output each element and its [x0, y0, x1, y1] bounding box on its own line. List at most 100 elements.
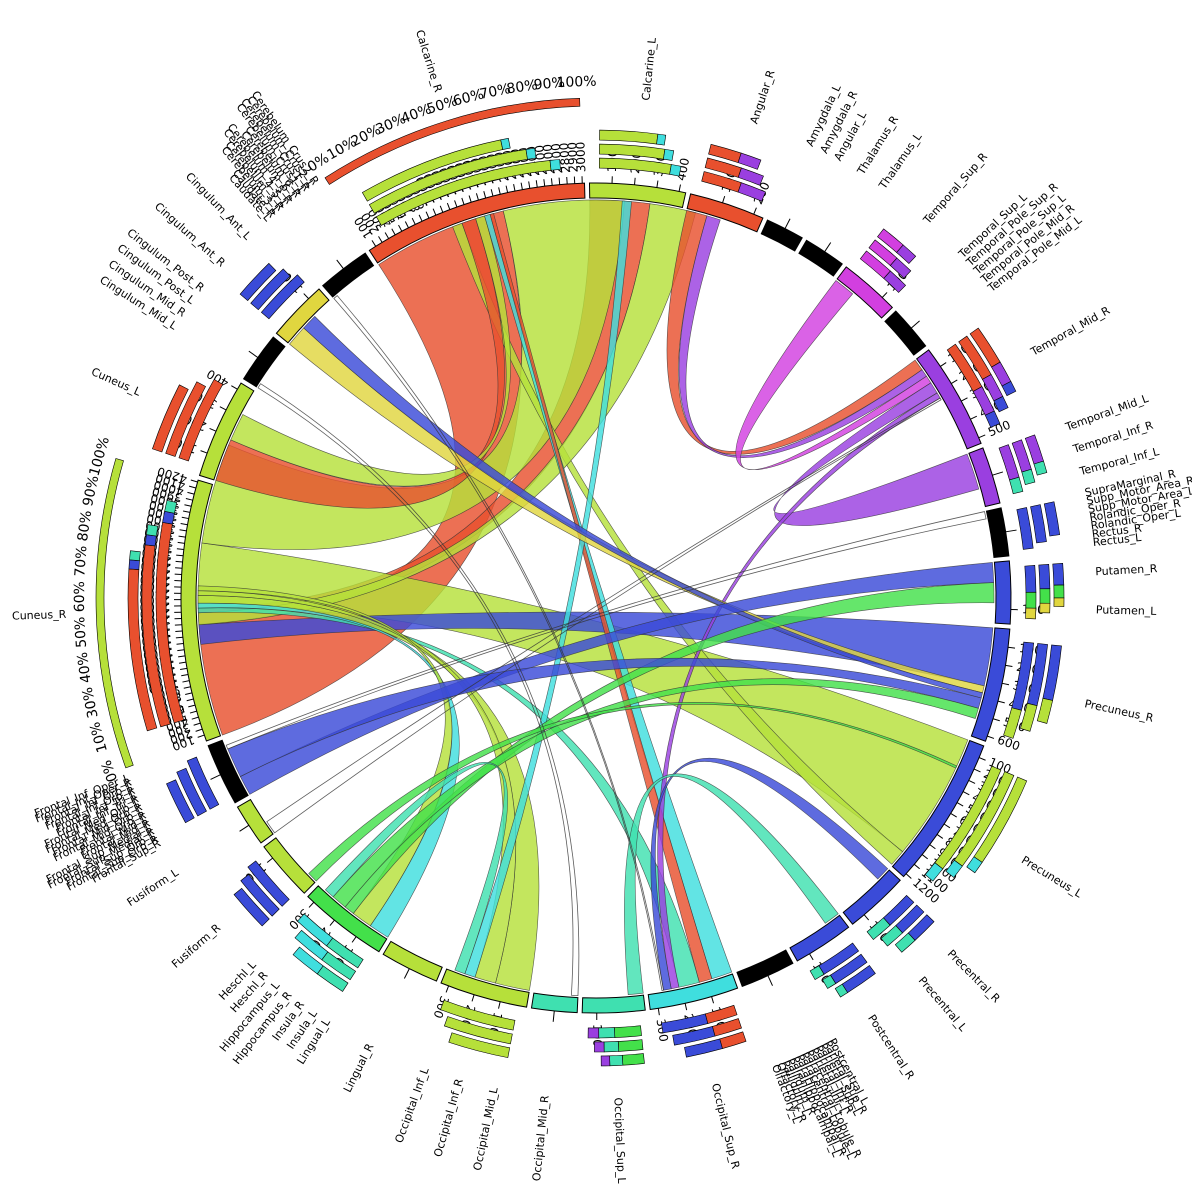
composition-bar	[1052, 562, 1065, 586]
region-tick	[403, 968, 410, 979]
composition-bar	[598, 1027, 616, 1039]
region-tick	[181, 674, 189, 677]
percent-label: 60%	[451, 86, 485, 109]
region-arc	[263, 837, 316, 894]
region-label: Calcarine_L	[639, 36, 658, 101]
region-tick	[656, 180, 659, 188]
region-tick	[175, 630, 183, 633]
chord-link	[257, 383, 580, 997]
region-tick	[992, 471, 1004, 476]
composition-bar	[186, 756, 220, 810]
region-tick	[711, 996, 715, 1004]
region-arc	[307, 885, 388, 953]
composition-bar	[883, 270, 907, 293]
percent-label: 40%	[75, 651, 95, 684]
region-arc	[686, 193, 764, 233]
composition-bar	[152, 384, 189, 453]
chord-link	[266, 397, 942, 834]
composition-bar	[1009, 476, 1024, 495]
composition-bar	[128, 559, 140, 570]
region-arc	[836, 266, 894, 319]
region-tick	[543, 179, 546, 187]
region-tick	[962, 791, 970, 796]
region-tick	[978, 434, 986, 439]
region-tick	[378, 236, 383, 243]
region-tick	[384, 232, 390, 239]
chord-link	[239, 562, 995, 795]
region-tick	[197, 734, 205, 738]
composition-bar	[587, 1027, 600, 1039]
region-tick	[921, 854, 928, 860]
region-tick	[371, 240, 377, 247]
chord-link	[227, 657, 982, 777]
region-arc	[581, 994, 646, 1014]
composition-bar	[260, 274, 305, 320]
percent-label: 0%	[99, 758, 122, 784]
region-tick	[784, 218, 791, 229]
region-tick	[191, 716, 199, 720]
region-arc	[275, 288, 330, 344]
region-tick	[186, 698, 194, 702]
region-label: Fusiform_R	[169, 921, 223, 971]
region-tick	[471, 994, 475, 1002]
composition-bar	[719, 1031, 747, 1049]
region-label: Rectus_R	[1091, 522, 1143, 541]
composition-bar	[924, 862, 944, 882]
region-arc	[207, 739, 249, 804]
region-arc	[985, 507, 1010, 559]
region-tick	[351, 936, 357, 943]
region-arcs-layer	[180, 182, 1012, 1014]
region-arc	[647, 973, 739, 1011]
region-arc	[322, 252, 375, 298]
composition-bar	[448, 1032, 511, 1058]
region-tick	[195, 728, 203, 732]
region-tick	[193, 722, 201, 726]
region-tick	[550, 178, 553, 186]
percent-label: 100%	[556, 74, 597, 91]
region-tick	[180, 667, 188, 671]
composition-bar	[297, 913, 334, 947]
composition-bar	[1053, 584, 1065, 599]
region-tick	[411, 217, 416, 225]
region-label: Temporal_Sup_R	[920, 150, 990, 227]
region-tick	[181, 516, 189, 520]
region-tick	[445, 985, 450, 993]
region-label: Lingual_R	[341, 1041, 377, 1095]
chord-link	[332, 678, 979, 908]
region-tick	[956, 802, 964, 807]
region-tick	[231, 385, 238, 390]
composition-bar	[129, 550, 141, 561]
region-arc	[970, 627, 1011, 742]
region-arc	[180, 479, 222, 742]
composition-bar	[609, 1054, 624, 1067]
region-tick	[239, 824, 250, 832]
composition-bar	[737, 152, 762, 170]
region-tick	[997, 700, 1005, 704]
region-arc	[993, 560, 1012, 625]
percent-label: 70%	[72, 545, 90, 577]
region-tick	[329, 919, 335, 926]
region-tick	[175, 560, 183, 563]
region-tick	[446, 202, 451, 210]
region-tick	[176, 642, 184, 645]
region-tick	[180, 523, 188, 526]
region-tick	[176, 554, 184, 557]
region-tick	[505, 185, 509, 193]
composition-bar	[1020, 702, 1038, 732]
region-tick	[175, 567, 183, 569]
region-label: Precentral_L	[916, 974, 970, 1035]
composition-bar	[233, 887, 270, 927]
region-tick	[950, 812, 957, 818]
percent-label: 80%	[506, 77, 539, 97]
region-tick	[454, 200, 458, 208]
percent-label: 70%	[478, 81, 512, 103]
composition-bar	[1053, 597, 1065, 607]
region-label: Rectus_L	[1092, 531, 1143, 549]
region-tick	[178, 655, 186, 658]
percent-track	[95, 458, 134, 769]
composition-bar	[663, 148, 675, 161]
region-tick	[970, 415, 978, 420]
composition-bar	[1025, 607, 1037, 620]
region-tick	[398, 224, 403, 232]
region-label: Occipital_Mid_R	[530, 1094, 552, 1181]
